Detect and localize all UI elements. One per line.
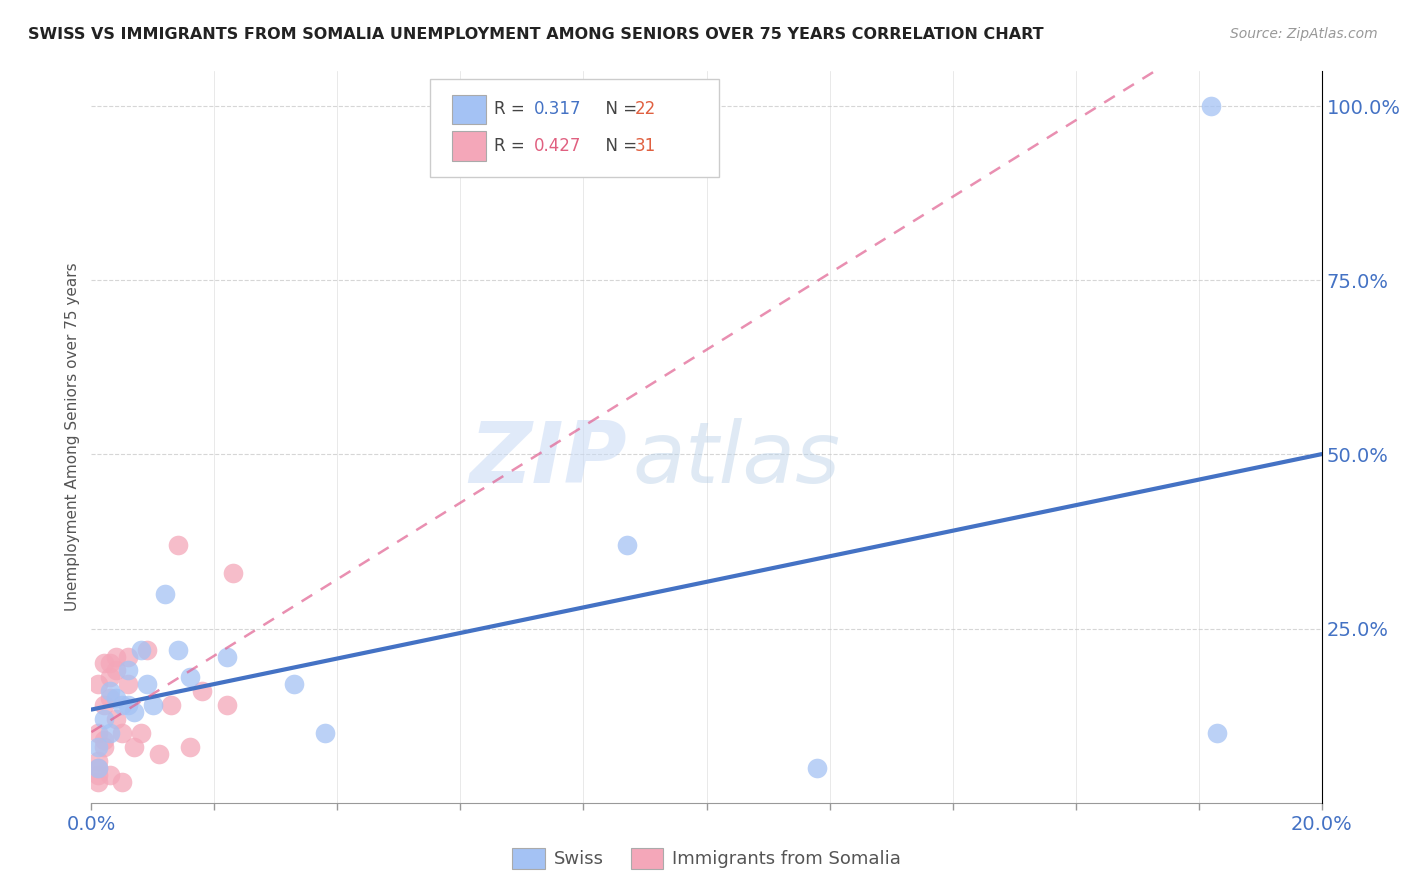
Point: [222, 566, 245, 580]
Point: [166, 538, 188, 552]
Point: [105, 649, 127, 664]
Point: [117, 698, 139, 713]
Point: [86, 740, 108, 755]
Point: [215, 649, 238, 664]
Point: [153, 587, 177, 601]
Text: N =: N =: [595, 101, 643, 119]
Point: [124, 705, 146, 719]
Point: [105, 691, 127, 706]
Text: 0.427: 0.427: [534, 137, 582, 155]
Point: [86, 726, 108, 740]
Point: [1206, 726, 1229, 740]
Point: [111, 698, 134, 713]
FancyBboxPatch shape: [430, 78, 718, 178]
Point: [142, 698, 165, 713]
Point: [93, 733, 115, 747]
Point: [191, 684, 214, 698]
Point: [148, 747, 170, 761]
Point: [314, 726, 336, 740]
Text: R =: R =: [494, 101, 530, 119]
Point: [86, 677, 108, 691]
Point: [93, 657, 115, 671]
Point: [117, 677, 139, 691]
Text: SWISS VS IMMIGRANTS FROM SOMALIA UNEMPLOYMENT AMONG SENIORS OVER 75 YEARS CORREL: SWISS VS IMMIGRANTS FROM SOMALIA UNEMPLO…: [28, 27, 1043, 42]
Point: [135, 677, 157, 691]
Text: ZIP: ZIP: [470, 417, 627, 500]
Point: [98, 726, 121, 740]
Point: [117, 649, 139, 664]
Point: [98, 684, 121, 698]
Text: 31: 31: [636, 137, 657, 155]
Point: [98, 768, 121, 782]
Point: [105, 664, 127, 678]
Point: [86, 768, 108, 782]
Point: [86, 761, 108, 775]
Point: [806, 761, 828, 775]
Text: Source: ZipAtlas.com: Source: ZipAtlas.com: [1230, 27, 1378, 41]
Point: [129, 726, 152, 740]
Point: [166, 642, 188, 657]
Point: [111, 726, 134, 740]
Point: [86, 754, 108, 768]
Point: [616, 538, 638, 552]
Point: [93, 712, 115, 726]
Point: [86, 761, 108, 775]
Point: [86, 775, 108, 789]
Point: [179, 670, 201, 684]
Point: [105, 712, 127, 726]
Y-axis label: Unemployment Among Seniors over 75 years: Unemployment Among Seniors over 75 years: [65, 263, 80, 611]
Point: [283, 677, 305, 691]
Point: [111, 775, 134, 789]
Point: [98, 691, 121, 706]
Point: [117, 664, 139, 678]
Point: [93, 740, 115, 755]
Text: R =: R =: [494, 137, 530, 155]
Point: [1199, 99, 1222, 113]
Text: N =: N =: [595, 137, 643, 155]
Legend: Swiss, Immigrants from Somalia: Swiss, Immigrants from Somalia: [503, 839, 910, 878]
Text: atlas: atlas: [633, 417, 841, 500]
Point: [93, 698, 115, 713]
Point: [135, 642, 157, 657]
Text: 0.317: 0.317: [534, 101, 582, 119]
Point: [124, 740, 146, 755]
Bar: [451, 95, 486, 124]
Point: [98, 670, 121, 684]
Point: [179, 740, 201, 755]
Point: [98, 657, 121, 671]
Point: [129, 642, 152, 657]
Point: [215, 698, 238, 713]
Text: 22: 22: [636, 101, 657, 119]
Point: [160, 698, 183, 713]
Bar: [451, 131, 486, 161]
